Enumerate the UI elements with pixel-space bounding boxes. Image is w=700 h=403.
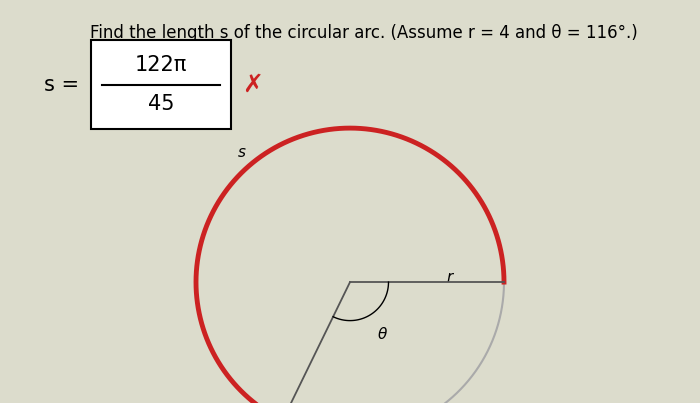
Text: 45: 45: [148, 94, 174, 114]
Text: s =: s =: [44, 75, 79, 95]
Text: Find the length s of the circular arc. (Assume r = 4 and θ = 116°.): Find the length s of the circular arc. (…: [90, 24, 638, 42]
Text: θ: θ: [378, 327, 387, 342]
FancyBboxPatch shape: [91, 40, 231, 129]
Text: ✗: ✗: [242, 73, 263, 97]
Text: r: r: [447, 270, 453, 285]
Text: 122π: 122π: [135, 55, 187, 75]
Text: s: s: [237, 145, 246, 160]
